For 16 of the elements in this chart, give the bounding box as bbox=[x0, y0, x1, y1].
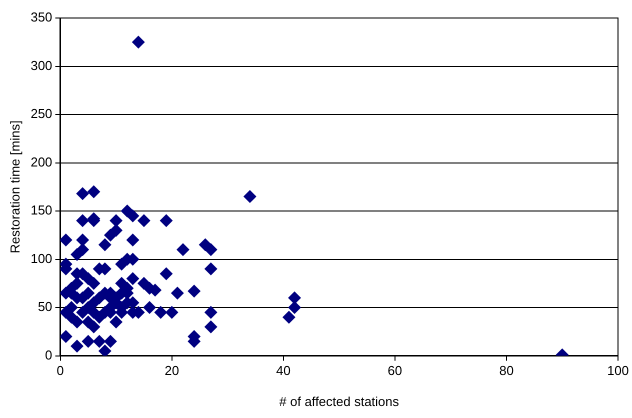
x-tick-label: 20 bbox=[164, 363, 180, 378]
x-axis-title: # of affected stations bbox=[279, 394, 400, 409]
y-tick-label: 150 bbox=[30, 202, 52, 218]
y-tick-label: 50 bbox=[38, 299, 52, 314]
y-axis-title: Restoration time [mins] bbox=[7, 120, 22, 254]
y-tick-label: 200 bbox=[30, 154, 52, 170]
y-tick-label: 100 bbox=[30, 250, 52, 266]
y-tick-label: 300 bbox=[30, 58, 52, 73]
x-tick-label: 60 bbox=[388, 363, 402, 378]
y-tick-label: 0 bbox=[45, 347, 52, 362]
x-tick-label: 100 bbox=[607, 363, 629, 378]
x-tick-label: 0 bbox=[56, 363, 64, 378]
x-tick-label: 80 bbox=[499, 363, 514, 378]
y-tick-label: 250 bbox=[30, 106, 52, 122]
y-tick-label: 350 bbox=[30, 10, 52, 25]
x-tick-label: 40 bbox=[276, 363, 291, 378]
